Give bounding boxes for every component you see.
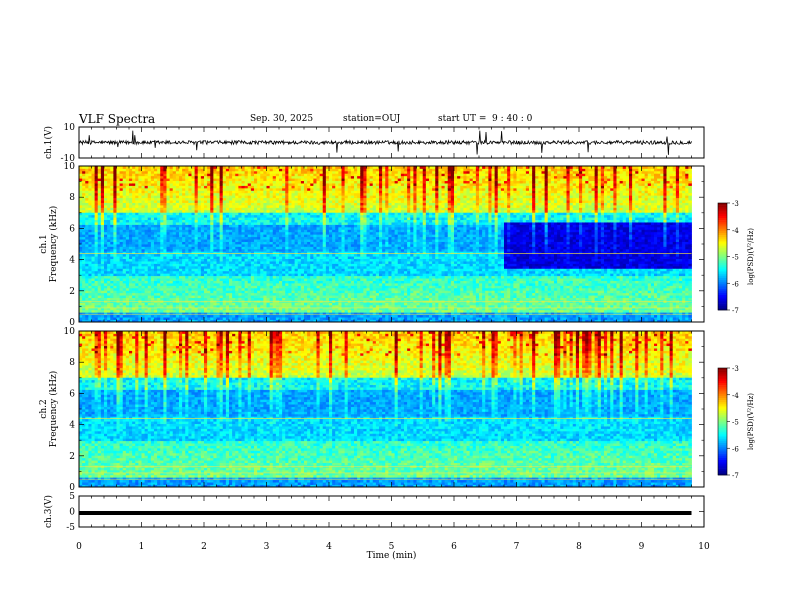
x-tick-label-8: 8 [576, 542, 582, 552]
x-tick-label-6: 6 [451, 542, 457, 552]
ch1-spectrogram-image [79, 166, 692, 322]
ch3-waveform-ylabel: ch.3(V) [43, 495, 54, 528]
ch2-spectrogram-colorbar-label: log(PSD)(V²/Hz) [747, 393, 755, 450]
start-ut-time: 9 : 40 : 0 [492, 114, 532, 124]
x-tick-label-10: 10 [698, 542, 710, 552]
x-tick-label-7: 7 [514, 542, 520, 552]
ch2-spectrogram-ylabel-freq: Frequency (kHz) [48, 371, 59, 448]
ch2-spectrogram-ytick-1: 2 [69, 452, 75, 462]
ch1-spectrogram-ytick-3: 6 [69, 224, 75, 234]
ch2-spectrogram-colorbar-tick-4: -7 [732, 472, 739, 480]
ch1-spectrogram-ytick-1: 2 [69, 287, 75, 297]
ch2-spectrogram-ytick-2: 4 [69, 421, 75, 431]
x-tick-label-0: 0 [76, 542, 82, 552]
ch1-waveform-ytick-0: 10 [64, 123, 76, 133]
ch2-spectrogram-colorbar-tick-2: -5 [732, 419, 739, 427]
ch2-spectrogram-ytick-3: 6 [69, 389, 75, 399]
x-tick-label-1: 1 [139, 542, 145, 552]
date-label: Sep. 30, 2025 [250, 114, 313, 124]
ch1-spectrogram-colorbar-tick-2: -5 [732, 254, 739, 262]
ch2-spectrogram-ylabel-ch: ch.2 [39, 399, 49, 418]
ch1-spectrogram-ylabel-freq: Frequency (kHz) [48, 206, 59, 283]
ch2-spectrogram-ytick-5: 10 [64, 327, 76, 337]
x-tick-label-3: 3 [264, 542, 270, 552]
x-tick-label-2: 2 [201, 542, 207, 552]
ch1-spectrogram-colorbar-tick-0: -3 [732, 200, 739, 208]
ch2-spectrogram-image [79, 331, 692, 487]
ch1-spectrogram-colorbar-label: log(PSD)(V²/Hz) [747, 228, 755, 285]
ch1-waveform-ylabel: ch.1(V) [43, 126, 54, 159]
ch1-spectrogram-ytick-4: 8 [69, 193, 75, 203]
ch1-spectrogram-ylabel-ch: ch.1 [39, 234, 49, 253]
x-tick-label-9: 9 [639, 542, 645, 552]
x-tick-label-4: 4 [326, 542, 332, 552]
ch2-spectrogram-colorbar-tick-3: -6 [732, 445, 739, 453]
x-axis-label: Time (min) [367, 550, 417, 561]
ch3-waveform-ytick-0: 5 [69, 492, 75, 502]
ch1-waveform-trace [79, 131, 692, 155]
ch1-spectrogram-colorbar-tick-3: -6 [732, 280, 739, 288]
station-label: station=OUJ [343, 114, 400, 124]
ch1-spectrogram-ytick-2: 4 [69, 256, 75, 266]
ch1-spectrogram-ytick-5: 10 [64, 162, 76, 172]
ch3-waveform-ytick-1: 0 [69, 508, 75, 518]
ch1-spectrogram-colorbar-tick-1: -4 [732, 227, 739, 235]
start-ut-label: start UT = [438, 114, 486, 124]
ch1-spectrogram-colorbar-tick-4: -7 [732, 307, 739, 315]
ch2-spectrogram-ytick-4: 8 [69, 358, 75, 368]
ch2-spectrogram-colorbar-tick-1: -4 [732, 392, 739, 400]
ch2-spectrogram-colorbar [718, 368, 730, 475]
ch3-waveform-ytick-2: -5 [66, 523, 75, 533]
ch2-spectrogram-colorbar-tick-0: -3 [732, 365, 739, 373]
figure-title: VLF Spectra [79, 112, 155, 126]
ch1-spectrogram-colorbar [718, 203, 730, 310]
